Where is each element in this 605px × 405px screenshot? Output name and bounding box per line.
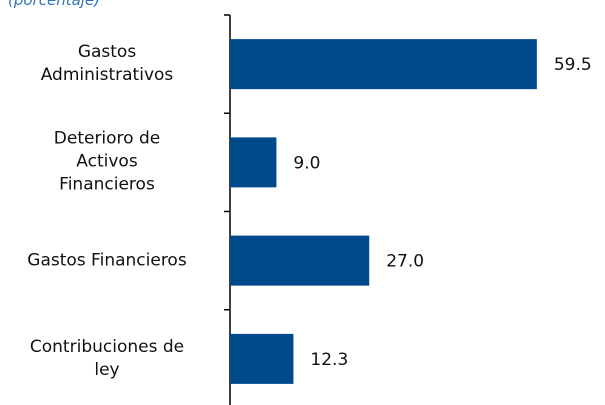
bar <box>230 333 294 384</box>
category-label: Contribuciones de ley <box>29 336 185 380</box>
category-label: Gastos Administrativos <box>40 42 174 86</box>
value-label: 27.0 <box>386 252 424 272</box>
bar <box>230 39 537 90</box>
bar <box>230 137 277 188</box>
chart-subtitle: (porcentaje) <box>8 0 101 9</box>
bar <box>230 235 370 286</box>
value-label: 9.0 <box>293 153 320 173</box>
category-label: Deterioro de Activos Financieros <box>53 128 161 195</box>
value-label: 59.5 <box>554 55 592 75</box>
value-label: 12.3 <box>310 350 348 370</box>
category-label: Gastos Financieros <box>27 250 187 271</box>
